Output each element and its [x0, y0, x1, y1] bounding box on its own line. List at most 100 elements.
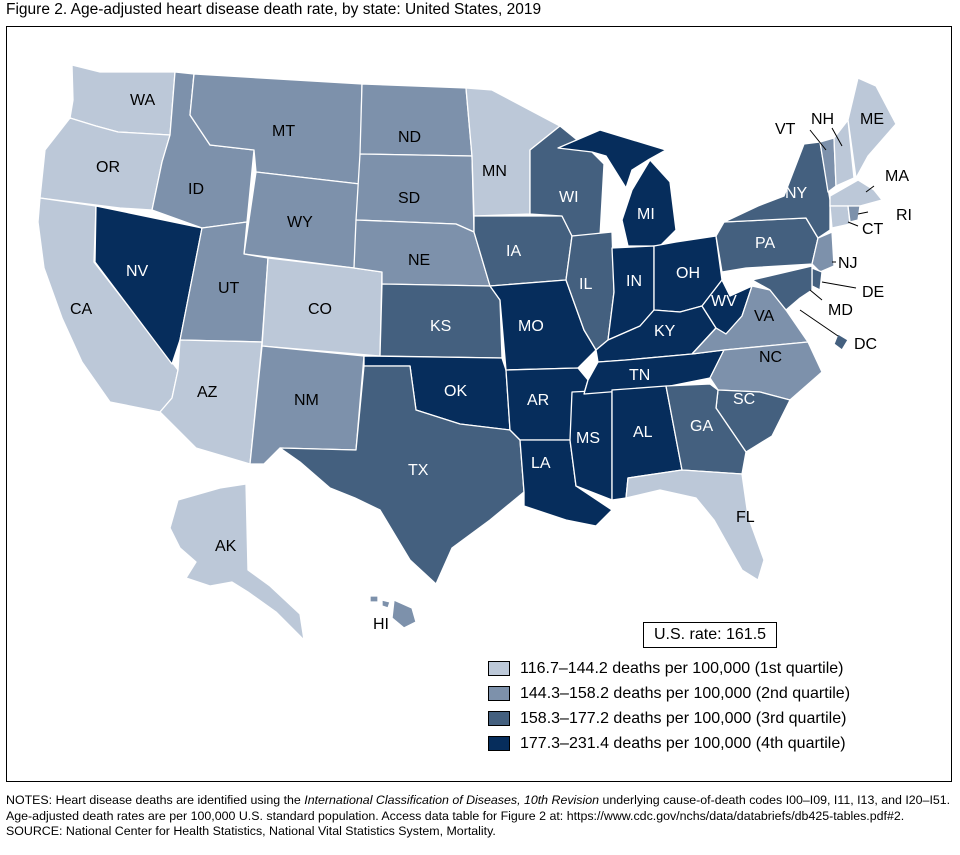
label-PA: PA — [755, 235, 775, 252]
label-SC: SC — [733, 391, 755, 408]
us-rate-box: U.S. rate: 161.5 — [643, 622, 777, 648]
leader-ma — [865, 185, 875, 193]
label-KY: KY — [654, 323, 676, 340]
notes-text-pre: Heart disease deaths are identified usin… — [55, 793, 305, 807]
legend-item-q2: 144.3–158.2 deaths per 100,000 (2nd quar… — [488, 681, 850, 706]
state-HI — [391, 599, 417, 629]
leader-md — [809, 289, 823, 301]
label-IA: IA — [506, 243, 521, 260]
label-CO: CO — [308, 301, 332, 318]
label-MN: MN — [482, 163, 507, 180]
label-OH: OH — [676, 265, 700, 282]
label-NJ: NJ — [838, 255, 858, 272]
notes-icd-title: International Classification of Diseases… — [304, 793, 600, 807]
state-KS — [379, 283, 503, 359]
label-TN: TN — [629, 367, 650, 384]
label-NC: NC — [759, 349, 782, 366]
state-RI — [847, 205, 861, 223]
label-DE: DE — [862, 284, 884, 301]
state-TX — [279, 365, 525, 585]
label-MS: MS — [576, 430, 600, 447]
label-WI: WI — [559, 189, 579, 206]
label-HI: HI — [373, 616, 389, 633]
state-ME — [847, 77, 897, 179]
notes-section: NOTES: Heart disease deaths are identifi… — [6, 793, 951, 840]
label-CT: CT — [862, 221, 884, 238]
state-MI — [557, 129, 667, 189]
legend-label-q4: 177.3–231.4 deaths per 100,000 (4th quar… — [520, 734, 846, 752]
state-CT — [829, 205, 851, 229]
state-NV — [94, 205, 203, 365]
legend-label-q2: 144.3–158.2 deaths per 100,000 (2nd quar… — [520, 684, 851, 702]
notes-label: NOTES: — [6, 793, 56, 807]
legend-label-q3: 158.3–177.2 deaths per 100,000 (3rd quar… — [520, 709, 847, 727]
state-HI-island-3 — [381, 599, 391, 609]
legend-item-q3: 158.3–177.2 deaths per 100,000 (3rd quar… — [488, 706, 850, 731]
leader-ct — [847, 221, 859, 227]
source-line: SOURCE: National Center for Health Stati… — [6, 824, 496, 838]
legend: 116.7–144.2 deaths per 100,000 (1st quar… — [488, 656, 850, 756]
label-MO: MO — [518, 318, 544, 335]
label-OK: OK — [444, 383, 467, 400]
leader-dc — [799, 309, 839, 337]
state-IA — [473, 215, 573, 287]
label-MT: MT — [272, 123, 295, 140]
label-WV: WV — [711, 293, 737, 310]
label-CA: CA — [70, 301, 93, 318]
label-IL: IL — [579, 276, 592, 293]
legend-swatch-q2 — [488, 686, 510, 701]
label-ID: ID — [188, 181, 204, 198]
label-RI: RI — [896, 207, 912, 224]
state-MD — [751, 265, 813, 311]
state-NH — [833, 119, 855, 187]
figure-title: Figure 2. Age-adjusted heart disease dea… — [6, 1, 542, 18]
legend-swatch-q1 — [488, 661, 510, 676]
label-NM: NM — [294, 392, 319, 409]
map-frame — [6, 26, 952, 782]
state-MI-lower — [621, 159, 677, 247]
label-ME: ME — [860, 111, 884, 128]
legend-label-q1: 116.7–144.2 deaths per 100,000 (1st quar… — [520, 659, 844, 677]
label-IN: IN — [626, 273, 642, 290]
legend-item-q1: 116.7–144.2 deaths per 100,000 (1st quar… — [488, 656, 850, 681]
label-DC: DC — [854, 336, 877, 353]
label-WA: WA — [130, 92, 156, 109]
leader-vt — [809, 129, 827, 151]
state-CA — [37, 197, 179, 413]
label-LA: LA — [531, 455, 551, 472]
label-WY: WY — [287, 214, 313, 231]
state-DC — [833, 333, 849, 351]
label-UT: UT — [218, 280, 240, 297]
state-HI-island-2 — [369, 595, 379, 603]
legend-item-q4: 177.3–231.4 deaths per 100,000 (4th quar… — [488, 731, 850, 756]
state-DE — [811, 267, 823, 291]
leader-nh — [831, 127, 843, 147]
state-AZ — [159, 339, 263, 465]
leader-ri — [857, 211, 869, 215]
label-AK: AK — [215, 538, 237, 555]
label-MA: MA — [885, 168, 909, 185]
label-ND: ND — [398, 129, 421, 146]
label-SD: SD — [398, 190, 420, 207]
notes-paragraph: NOTES: Heart disease deaths are identifi… — [6, 793, 951, 824]
state-AK — [169, 483, 305, 641]
notes-text-post: underlying cause-of-death codes I00–I09,… — [6, 793, 951, 823]
label-NH: NH — [811, 111, 834, 128]
label-NV: NV — [126, 263, 149, 280]
label-AL: AL — [633, 424, 653, 441]
label-TX: TX — [408, 462, 429, 479]
label-VT: VT — [775, 121, 796, 138]
label-GA: GA — [690, 418, 713, 435]
label-FL: FL — [736, 509, 755, 526]
us-choropleth-map: WA OR CA NV ID MT WY UT AZ CO NM ND SD N… — [37, 64, 912, 641]
label-KS: KS — [430, 318, 451, 335]
label-MI: MI — [637, 206, 655, 223]
label-NE: NE — [408, 252, 430, 269]
legend-swatch-q4 — [488, 736, 510, 751]
label-NY: NY — [785, 185, 808, 202]
label-AZ: AZ — [197, 384, 218, 401]
label-VA: VA — [754, 308, 774, 325]
leader-de — [821, 281, 857, 289]
legend-swatch-q3 — [488, 711, 510, 726]
label-MD: MD — [828, 302, 853, 319]
